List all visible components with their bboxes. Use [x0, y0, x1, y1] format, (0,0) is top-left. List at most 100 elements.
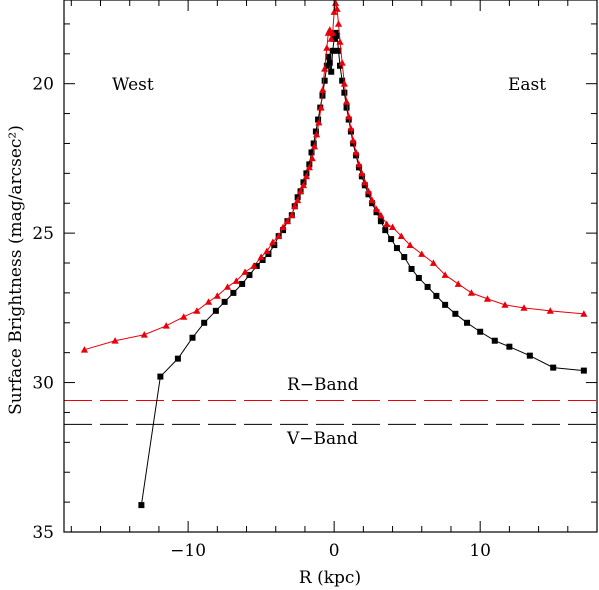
v-band-point — [442, 301, 449, 308]
v-band-point — [328, 68, 335, 75]
v-band-point — [239, 280, 246, 287]
v-band-series-line — [140, 31, 584, 506]
v-band-point — [491, 337, 498, 344]
v-band-point — [212, 307, 219, 314]
v-band-point — [174, 355, 181, 362]
v-band-point — [580, 367, 587, 374]
v-band-point — [310, 140, 317, 147]
r-band-point — [429, 259, 438, 266]
v-band-point — [329, 47, 336, 54]
y-tick-label: 30 — [32, 374, 54, 394]
v-band-point — [415, 274, 422, 281]
r-band-series-line — [84, 2, 584, 351]
r-band-point — [250, 262, 258, 269]
r-band-point — [193, 307, 201, 314]
v-band-point — [326, 59, 333, 66]
r-band-point — [546, 307, 554, 314]
v-band-point — [265, 251, 272, 258]
r-band-point — [180, 313, 188, 320]
r-band-point — [383, 220, 391, 228]
v-band-point — [315, 116, 322, 123]
v-band-point — [138, 502, 145, 509]
r-band-point — [364, 187, 373, 195]
x-tick-label: 10 — [469, 541, 491, 561]
r-band-point — [111, 337, 119, 344]
r-band-point — [305, 163, 313, 171]
r-band-point — [223, 283, 232, 290]
r-band-point — [338, 59, 346, 66]
ticks — [64, 0, 598, 533]
x-axis-label: R (kpc) — [299, 568, 361, 588]
r-band-point — [315, 118, 323, 126]
v-band-point — [382, 227, 389, 234]
v-band-point — [433, 292, 440, 299]
r-band-point — [296, 187, 305, 195]
r-band-point — [317, 103, 325, 111]
r-band-point — [454, 280, 462, 287]
v-band-point — [325, 53, 332, 60]
r-band-point — [288, 211, 296, 219]
y-axis-label: Surface Brightness (mag/arcsec²) — [6, 125, 26, 415]
r-band-point — [323, 44, 331, 51]
v-band-point — [259, 257, 266, 264]
r-band-point — [204, 298, 213, 305]
v-band-point — [343, 104, 350, 111]
v-band-point — [526, 352, 533, 359]
r-band-point — [326, 26, 334, 33]
r-band-point — [279, 223, 287, 231]
r-band-point — [329, 29, 337, 36]
r-band-point — [241, 268, 249, 275]
v-band-point — [424, 283, 431, 290]
v-band-point — [365, 191, 372, 198]
v-band-point — [377, 218, 384, 225]
v-band-point — [388, 236, 395, 243]
r-band-point — [321, 65, 329, 72]
v-band-point — [312, 128, 319, 135]
v-band-point — [353, 152, 360, 159]
annotation-v-band: V−Band — [286, 429, 358, 449]
r-band-point — [232, 277, 240, 284]
v-band-point — [336, 62, 343, 69]
r-band-point — [310, 142, 319, 150]
r-band-point — [368, 196, 376, 204]
plot-frame — [63, 0, 598, 533]
annotation-east: East — [508, 75, 546, 95]
r-band-point — [302, 172, 311, 180]
v-band-point — [230, 289, 237, 296]
r-band-point — [372, 205, 381, 213]
v-band-point — [550, 364, 557, 371]
v-band-point — [464, 319, 471, 326]
r-band-point — [358, 169, 366, 177]
v-band-point — [246, 271, 253, 278]
r-band-point — [467, 289, 476, 296]
v-band-point — [408, 265, 415, 272]
r-band-point — [319, 86, 327, 93]
v-band-point — [401, 254, 408, 261]
annotation-r-band: R−Band — [287, 375, 359, 395]
series-layer — [80, 0, 588, 509]
r-band-point — [275, 232, 283, 239]
y-tick-label: 20 — [32, 75, 54, 95]
r-band-point — [342, 98, 351, 105]
v-band-point — [253, 263, 260, 269]
r-band-point — [283, 217, 292, 225]
y-tick-label: 25 — [32, 224, 54, 244]
r-band-point — [257, 253, 265, 260]
r-band-point — [313, 130, 321, 138]
v-band-point — [221, 298, 228, 305]
v-band-point — [339, 77, 346, 84]
r-band-point — [377, 211, 385, 219]
r-band-point — [340, 80, 348, 87]
x-tick-label: −10 — [170, 541, 206, 561]
r-band-point — [580, 310, 588, 317]
r-band-point — [520, 304, 528, 311]
v-band-point — [452, 310, 459, 317]
tick-labels: −10 0 10 20 25 30 35 — [32, 75, 491, 561]
v-band-point — [361, 182, 368, 189]
v-band-point — [189, 334, 196, 341]
r-band-point — [334, 20, 343, 27]
r-band-point — [294, 196, 302, 204]
r-band-point — [347, 124, 355, 132]
v-band-point — [157, 373, 164, 380]
v-band-point — [355, 164, 362, 171]
